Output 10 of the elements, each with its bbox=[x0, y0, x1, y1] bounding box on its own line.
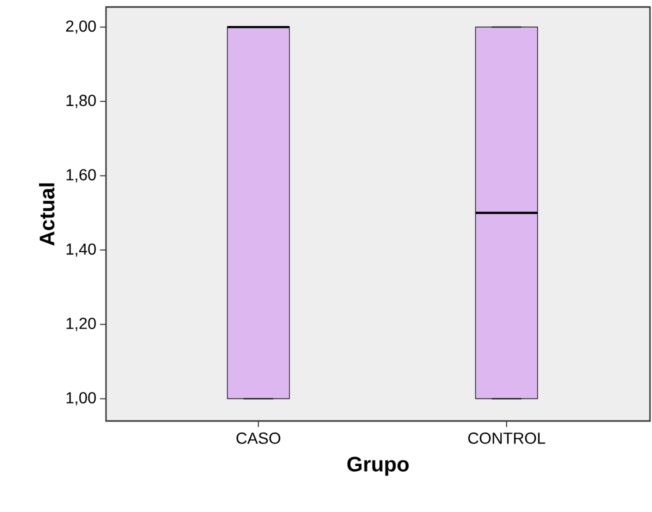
x-tick-label: CASO bbox=[236, 432, 280, 444]
y-tick-label: 1,60 bbox=[66, 169, 96, 182]
y-axis-title: Actual bbox=[39, 183, 54, 246]
y-tick-label: 1,20 bbox=[66, 318, 96, 331]
y-tick-label: 1,40 bbox=[66, 243, 96, 257]
y-tick-label: 1,80 bbox=[66, 94, 96, 108]
y-tick-label: 2,00 bbox=[66, 20, 96, 34]
y-tick-label: 1,00 bbox=[66, 392, 96, 406]
x-axis-title: Grupo bbox=[347, 456, 409, 476]
x-tick-label: CONTROL bbox=[468, 432, 546, 444]
